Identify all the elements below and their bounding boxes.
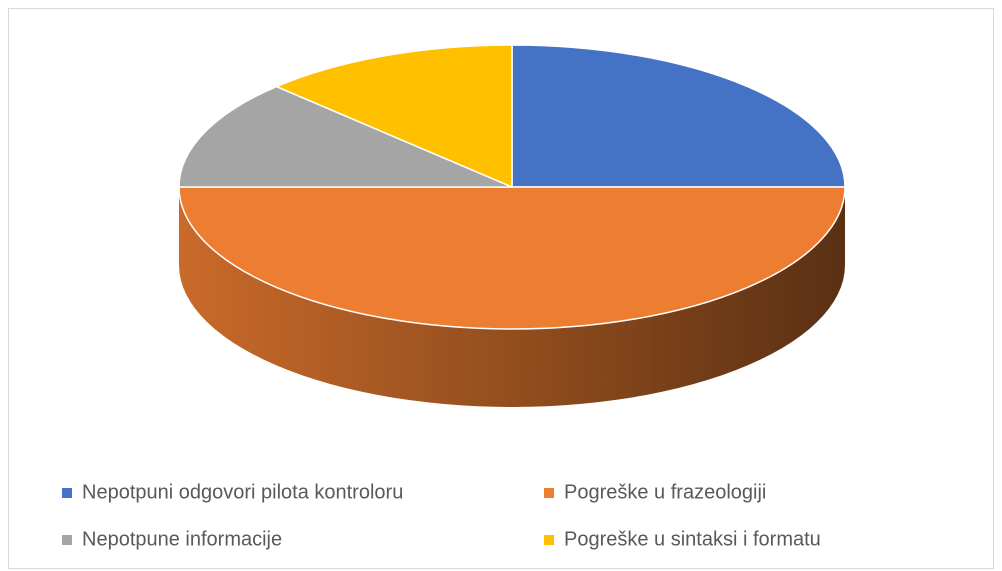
slice: [178, 85, 513, 188]
legend-label: Nepotpuni odgovori pilota kontroloru: [82, 481, 403, 503]
legend-swatch: [62, 488, 72, 498]
legend-label: Nepotpune informacije: [82, 528, 282, 550]
legend-swatch: [544, 535, 554, 545]
legend-label: Pogreške u frazeologiji: [564, 481, 766, 503]
slice-side: [179, 187, 845, 407]
legend-label: Pogreške u sintaksi i formatu: [564, 528, 821, 550]
slice: [511, 44, 846, 188]
slice: [274, 44, 513, 189]
slice: [178, 186, 846, 330]
legend-swatch: [62, 535, 72, 545]
legend-swatch: [544, 488, 554, 498]
